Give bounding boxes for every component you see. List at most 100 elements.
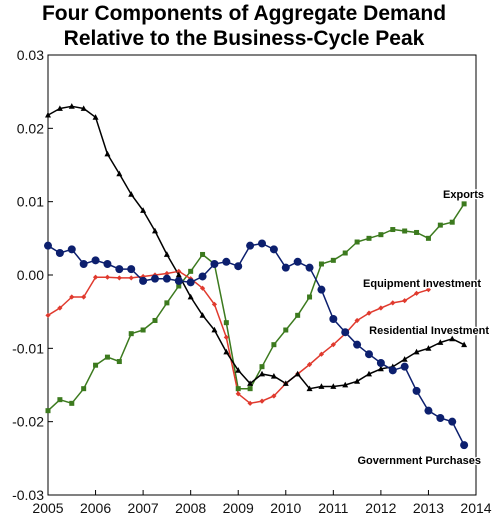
point-exports-21 (295, 312, 301, 318)
series-label-equipment-investment: Equipment Investment (363, 278, 481, 290)
x-tick-label-2009: 2009 (223, 500, 254, 516)
point-exports-6 (116, 359, 122, 365)
point-exports-27 (366, 235, 372, 241)
series-markers (44, 103, 469, 450)
point-exports-30 (402, 228, 408, 234)
x-tick-label-2006: 2006 (80, 500, 111, 516)
point-exports-19 (271, 342, 277, 348)
point-exports-0 (45, 408, 51, 414)
point-exports-35 (461, 201, 467, 207)
point-government-purchases-3 (79, 260, 88, 268)
point-residential-investment-6 (116, 170, 123, 177)
point-equipment-investment-32 (425, 287, 432, 293)
point-government-purchases-24 (329, 315, 338, 323)
point-residential-investment-8 (140, 207, 147, 213)
x-tick-label-2008: 2008 (175, 500, 206, 516)
point-residential-investment-1 (56, 105, 63, 111)
point-equipment-investment-1 (57, 305, 63, 311)
chart-title-line-1: Four Components of Aggregate Demand (42, 2, 446, 25)
point-government-purchases-20 (281, 263, 290, 272)
point-equipment-investment-11 (176, 268, 182, 274)
point-residential-investment-25 (342, 381, 349, 388)
point-government-purchases-12 (186, 278, 195, 287)
series-label-residential-investment: Residential Investment (369, 325, 489, 337)
point-exports-4 (93, 362, 99, 368)
point-government-purchases-16 (234, 262, 243, 271)
y-tick-label-5: -0.02 (12, 414, 44, 430)
point-exports-23 (318, 261, 324, 267)
point-government-purchases-27 (365, 350, 373, 359)
point-equipment-investment-2 (69, 294, 75, 300)
point-government-purchases-28 (376, 359, 385, 367)
point-government-purchases-2 (67, 245, 76, 254)
point-government-purchases-23 (317, 285, 326, 294)
point-government-purchases-9 (151, 274, 159, 283)
point-exports-2 (69, 400, 75, 406)
point-exports-31 (414, 229, 420, 235)
point-equipment-investment-16 (235, 391, 241, 397)
point-residential-investment-33 (437, 339, 444, 345)
point-exports-26 (354, 239, 360, 245)
point-equipment-investment-13 (199, 285, 206, 291)
point-government-purchases-8 (139, 276, 148, 285)
point-residential-investment-4 (92, 114, 99, 120)
point-residential-investment-0 (45, 111, 51, 118)
point-equipment-investment-23 (318, 351, 325, 357)
point-exports-10 (164, 300, 170, 306)
point-residential-investment-2 (68, 103, 75, 109)
x-tick-label-2013: 2013 (413, 500, 444, 516)
point-government-purchases-34 (448, 417, 457, 426)
x-tick-label-2007: 2007 (128, 500, 159, 516)
point-government-purchases-30 (400, 362, 409, 371)
point-residential-investment-5 (104, 150, 111, 157)
x-tick-label-2012: 2012 (365, 500, 396, 516)
point-exports-3 (81, 386, 87, 392)
point-residential-investment-27 (366, 370, 372, 377)
point-exports-28 (378, 232, 384, 238)
point-exports-9 (152, 317, 158, 323)
x-tick-label-2014: 2014 (460, 500, 491, 516)
point-exports-8 (140, 327, 146, 333)
point-equipment-investment-30 (402, 298, 408, 304)
point-government-purchases-18 (258, 239, 266, 248)
point-exports-20 (283, 327, 289, 333)
point-exports-29 (390, 227, 396, 233)
point-equipment-investment-10 (164, 270, 170, 277)
y-tick-label-1: 0.02 (17, 120, 44, 136)
point-government-purchases-13 (198, 272, 207, 281)
point-equipment-investment-3 (81, 294, 87, 300)
point-residential-investment-30 (401, 356, 408, 362)
point-residential-investment-28 (377, 365, 384, 372)
point-residential-investment-22 (306, 385, 313, 392)
point-equipment-investment-7 (128, 275, 134, 281)
point-equipment-investment-26 (354, 317, 360, 324)
point-government-purchases-4 (91, 256, 100, 265)
series-labels: Exports Equipment Investment Residential… (356, 188, 490, 469)
point-equipment-investment-17 (247, 400, 253, 406)
point-exports-12 (188, 268, 194, 274)
y-tick-label-3: 0.00 (17, 267, 44, 283)
point-government-purchases-33 (436, 414, 445, 422)
point-residential-investment-9 (152, 227, 158, 234)
point-equipment-investment-22 (306, 361, 313, 368)
point-government-purchases-32 (424, 406, 433, 415)
series-line-residential-investment (47, 105, 465, 390)
y-tick-label-6: -0.03 (12, 487, 44, 503)
point-residential-investment-7 (128, 191, 135, 197)
point-exports-25 (342, 250, 348, 256)
x-tick-label-2011: 2011 (318, 500, 348, 516)
point-residential-investment-13 (199, 312, 206, 318)
point-government-purchases-29 (388, 366, 397, 375)
point-equipment-investment-0 (45, 312, 51, 318)
point-equipment-investment-31 (413, 290, 420, 296)
point-exports-5 (104, 354, 110, 360)
point-government-purchases-15 (222, 257, 231, 266)
point-equipment-investment-18 (259, 398, 265, 404)
point-exports-32 (425, 235, 431, 241)
point-equipment-investment-27 (366, 310, 372, 316)
point-government-purchases-26 (353, 340, 362, 349)
point-residential-investment-11 (175, 271, 182, 278)
point-residential-investment-23 (318, 383, 325, 389)
point-residential-investment-35 (461, 341, 468, 348)
